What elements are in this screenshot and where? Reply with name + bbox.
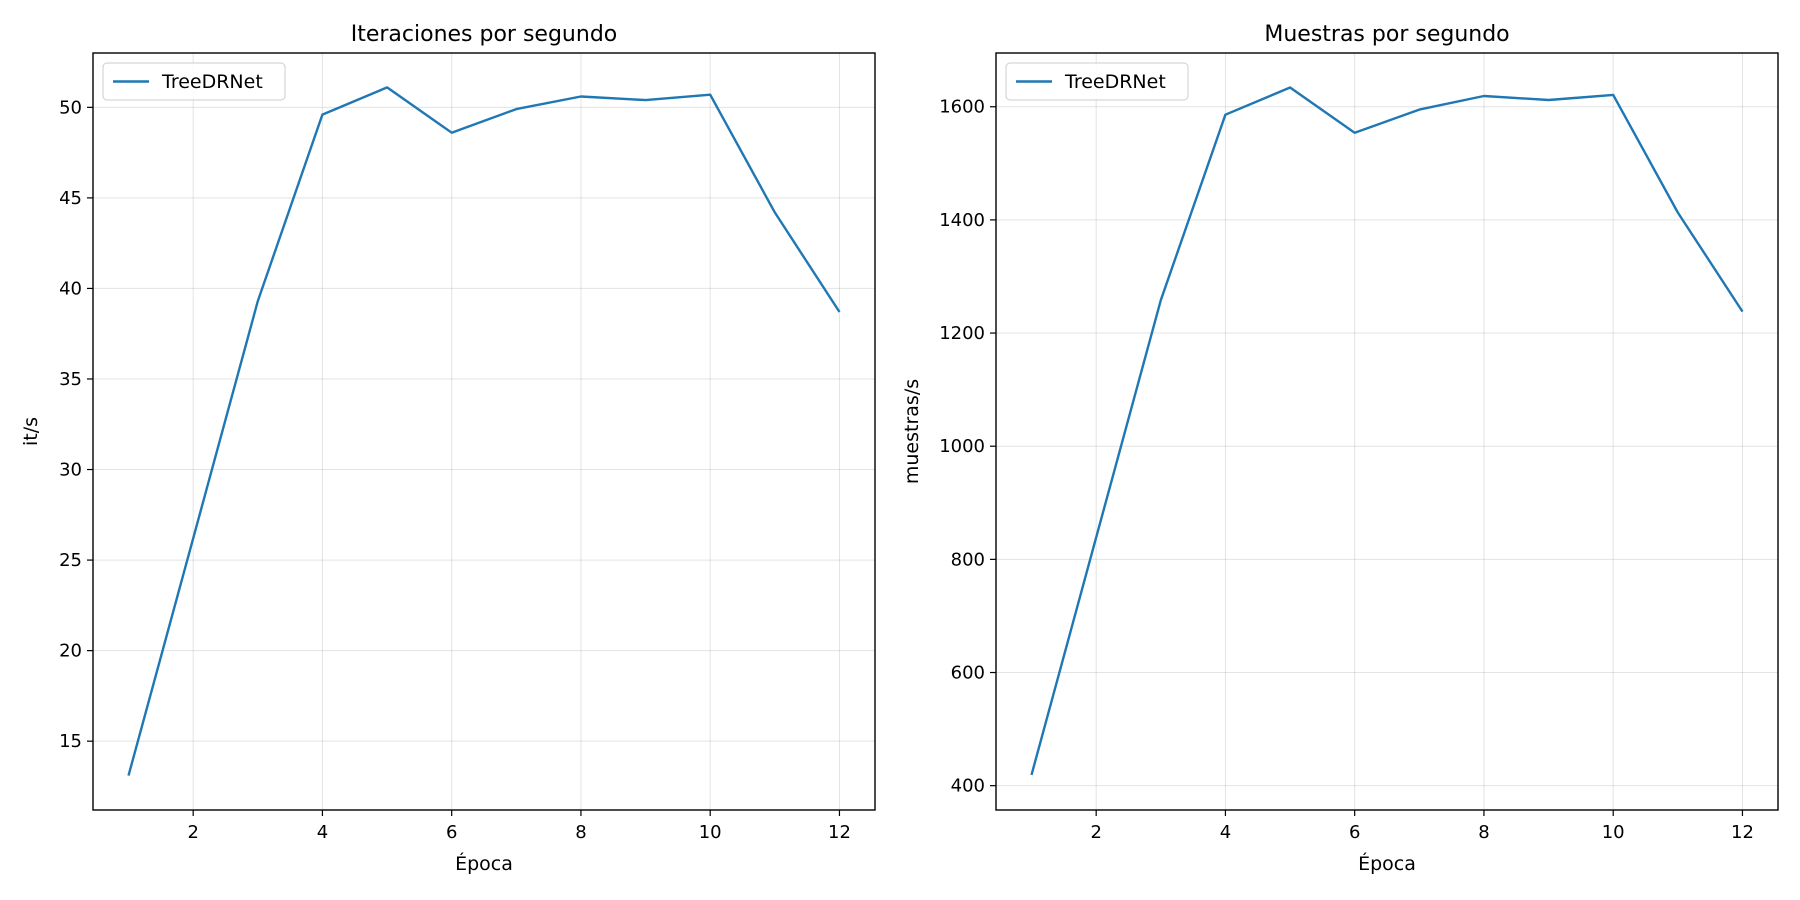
axis-ticks: 2 4 6 8 10 12 400 600 800 1000 1200 1400 1600 — [939, 97, 1754, 843]
x-tick-label: 12 — [828, 822, 851, 843]
chart-title: Iteraciones por segundo — [351, 22, 618, 47]
y-tick-label: 50 — [59, 97, 82, 118]
series-layer — [1030, 86, 1744, 776]
x-tick-label: 8 — [575, 822, 586, 843]
y-tick-label: 40 — [59, 278, 82, 299]
legend-label: TreeDRNet — [1064, 71, 1166, 93]
y-tick-label: 800 — [951, 549, 985, 570]
y-tick-label: 30 — [59, 460, 82, 481]
series-line — [127, 86, 841, 776]
x-tick-label: 10 — [699, 822, 722, 843]
x-axis-label: Época — [455, 852, 513, 875]
y-tick-label: 1000 — [939, 436, 985, 457]
chart-title: Muestras por segundo — [1264, 22, 1509, 47]
x-tick-label: 10 — [1602, 822, 1625, 843]
plot-frame — [92, 52, 876, 811]
grid-lines — [996, 53, 1778, 810]
legend-label: TreeDRNet — [161, 71, 263, 93]
y-tick-label: 25 — [59, 550, 82, 571]
y-tick-label: 15 — [59, 731, 82, 752]
legend: TreeDRNet — [102, 62, 286, 101]
y-tick-label: 20 — [59, 641, 82, 662]
y-axis-label: muestras/s — [901, 379, 923, 484]
x-axis-label: Época — [1358, 852, 1416, 875]
legend: TreeDRNet — [1005, 62, 1189, 101]
x-tick-label: 2 — [187, 822, 198, 843]
chart-panel-iterations: 2 4 6 8 10 12 15 20 25 30 35 40 45 50 Iteraciones por… — [20, 22, 876, 875]
y-tick-label: 1600 — [939, 97, 985, 118]
y-tick-label: 45 — [59, 188, 82, 209]
y-tick-label: 400 — [951, 776, 985, 797]
x-tick-label: 2 — [1090, 822, 1101, 843]
legend-box — [1005, 62, 1189, 101]
x-tick-label: 4 — [317, 822, 328, 843]
x-tick-label: 6 — [446, 822, 457, 843]
x-tick-label: 8 — [1478, 822, 1489, 843]
plot-frame — [995, 52, 1779, 811]
series-layer — [127, 86, 841, 776]
x-tick-label: 12 — [1731, 822, 1754, 843]
series-line — [1030, 86, 1744, 776]
axis-ticks: 2 4 6 8 10 12 15 20 25 30 35 40 45 50 — [59, 97, 851, 843]
y-tick-label: 1400 — [939, 210, 985, 231]
chart-panel-samples: 2 4 6 8 10 12 400 600 800 1000 1200 1400 1600 Muestr… — [901, 22, 1779, 875]
legend-box — [102, 62, 286, 101]
y-tick-label: 600 — [951, 663, 985, 684]
x-tick-label: 6 — [1349, 822, 1360, 843]
x-tick-label: 4 — [1220, 822, 1231, 843]
y-tick-label: 1200 — [939, 323, 985, 344]
grid-lines — [93, 53, 875, 810]
y-tick-label: 35 — [59, 369, 82, 390]
y-axis-label: it/s — [20, 417, 42, 446]
